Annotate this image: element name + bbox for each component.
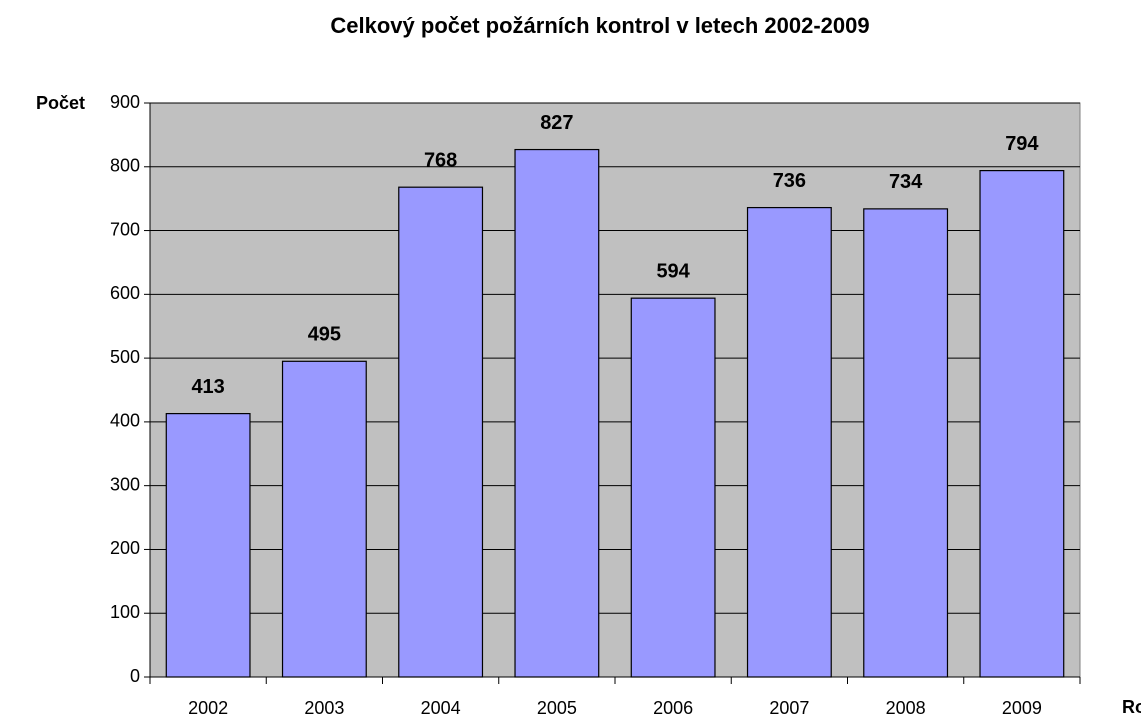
y-tick-label: 300	[110, 474, 140, 494]
x-tick-label: 2005	[537, 698, 577, 718]
y-tick-label: 600	[110, 283, 140, 303]
x-tick-label: 2006	[653, 698, 693, 718]
y-tick-label: 900	[110, 92, 140, 112]
data-label: 734	[889, 171, 923, 193]
bar	[863, 208, 949, 678]
y-tick-label: 800	[110, 156, 140, 176]
bar	[979, 170, 1065, 678]
y-tick-label: 100	[110, 602, 140, 622]
x-tick-label: 2004	[421, 698, 461, 718]
bar	[281, 360, 367, 678]
x-axis-label: Rok	[1122, 697, 1141, 717]
bar	[746, 206, 832, 678]
data-label: 827	[540, 112, 573, 134]
y-tick-label: 500	[110, 347, 140, 367]
data-label: 794	[1005, 133, 1039, 155]
y-tick-label: 700	[110, 219, 140, 239]
bar	[398, 186, 484, 678]
x-tick-label: 2003	[304, 698, 344, 718]
x-tick-label: 2002	[188, 698, 228, 718]
x-tick-label: 2008	[886, 698, 926, 718]
y-tick-label: 400	[110, 411, 140, 431]
bar	[630, 297, 716, 678]
data-label: 495	[308, 324, 341, 346]
x-tick-label: 2009	[1002, 698, 1042, 718]
y-tick-label: 0	[130, 666, 140, 686]
bar	[165, 412, 251, 678]
y-axis-label: Počet	[36, 93, 85, 113]
data-label: 768	[424, 149, 457, 171]
y-tick-label: 200	[110, 538, 140, 558]
chart-title: Celkový počet požárních kontrol v letech…	[330, 13, 869, 38]
data-label: 594	[656, 260, 690, 282]
data-label: 736	[773, 170, 806, 192]
data-label: 413	[191, 376, 224, 398]
bar	[514, 148, 600, 678]
x-tick-label: 2007	[769, 698, 809, 718]
